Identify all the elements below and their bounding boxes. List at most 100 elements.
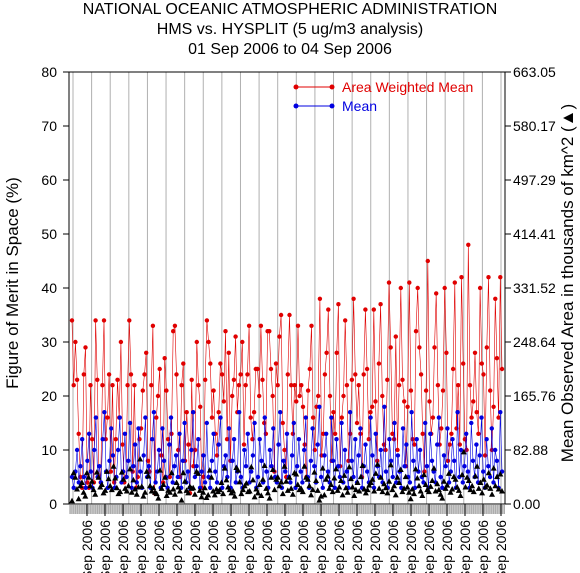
area-triangle-point xyxy=(479,489,486,496)
area-triangle-point xyxy=(108,486,115,493)
series-0-point xyxy=(238,372,243,377)
area-triangle-point xyxy=(331,474,338,481)
y-tick-label: 50 xyxy=(41,226,57,242)
series-0-point xyxy=(300,404,306,409)
area-triangle-point xyxy=(88,478,95,484)
area-triangle-point xyxy=(299,488,306,495)
area-triangle-point xyxy=(352,486,359,493)
series-1-point xyxy=(86,431,92,436)
series-0-point xyxy=(498,275,503,280)
series-1-point xyxy=(216,442,221,447)
series-1-point xyxy=(494,458,500,463)
series-1-point xyxy=(100,437,105,442)
series-0-point xyxy=(83,345,88,350)
area-triangle-point xyxy=(467,486,474,493)
series-1-point xyxy=(85,458,90,463)
area-triangle-point xyxy=(240,486,247,493)
area-triangle-point xyxy=(417,487,424,494)
x-tick-label: Sep 2006 xyxy=(457,520,473,573)
series-0-point xyxy=(317,296,323,301)
series-1-point xyxy=(336,464,341,469)
series-1-point xyxy=(315,442,320,447)
area-triangle-point xyxy=(430,465,437,471)
y2-tick-label: 165.76 xyxy=(513,388,556,404)
series-0-point xyxy=(223,329,228,334)
series-1-point xyxy=(201,453,206,458)
area-triangle-point xyxy=(195,470,202,476)
series-0-point xyxy=(289,383,294,388)
area-triangle-point xyxy=(284,487,291,493)
series-0-point xyxy=(81,372,87,377)
area-triangle-point xyxy=(449,486,456,492)
series-0-point xyxy=(427,399,432,404)
series-0-point xyxy=(354,420,360,426)
series-1-point xyxy=(486,464,491,469)
series-1-point xyxy=(213,469,218,474)
series-0-point xyxy=(452,280,457,285)
series-1-point xyxy=(141,453,146,458)
series-1-point xyxy=(465,469,471,474)
series-1-point xyxy=(71,485,76,490)
series-0-point xyxy=(287,312,292,318)
area-triangle-point xyxy=(253,486,260,492)
area-triangle-point xyxy=(442,485,449,491)
series-1-point xyxy=(262,415,267,420)
series-0-point xyxy=(164,388,169,393)
area-triangle-point xyxy=(499,487,505,494)
area-triangle-point xyxy=(73,486,80,492)
area-triangle-point xyxy=(319,465,326,471)
series-1-point xyxy=(122,431,128,436)
series-1-point xyxy=(334,437,339,442)
series-0-point xyxy=(356,383,361,388)
area-triangle-point xyxy=(472,472,479,479)
series-0-point xyxy=(69,318,75,323)
area-triangle-point xyxy=(176,487,183,494)
series-1-point xyxy=(92,447,97,453)
series-0-point xyxy=(285,372,290,377)
series-0-point xyxy=(165,437,171,442)
series-0-point xyxy=(435,383,441,388)
series-0-point xyxy=(488,388,493,393)
area-triangle-point xyxy=(128,489,135,495)
series-1-point xyxy=(301,447,307,453)
area-triangle-point xyxy=(206,467,213,473)
area-triangle-point xyxy=(155,495,162,501)
area-triangle-point xyxy=(218,479,225,485)
series-1-point xyxy=(238,474,244,480)
series-0-point xyxy=(491,404,496,409)
series-1-point xyxy=(489,426,494,431)
y-axis-left: 0 10 20 30 40 50 60 70 80 xyxy=(41,64,69,512)
series-0-point xyxy=(255,366,260,372)
series-0-point xyxy=(434,291,439,296)
area-triangle-point xyxy=(490,465,497,471)
x-axis-band xyxy=(69,505,505,514)
area-triangle-point xyxy=(80,489,87,495)
series-0-point xyxy=(309,323,314,328)
area-triangle-point xyxy=(166,489,173,495)
series-0-point xyxy=(150,323,156,328)
area-triangle-point xyxy=(85,474,92,480)
series-0-point xyxy=(307,366,312,372)
series-0-point xyxy=(74,377,80,382)
area-triangle-point xyxy=(181,478,188,484)
plot-frame xyxy=(68,71,506,505)
area-triangle-point xyxy=(200,489,207,495)
series-0-point xyxy=(231,377,237,382)
area-triangle-point xyxy=(407,495,414,502)
series-1-point xyxy=(458,447,464,453)
series-1-point xyxy=(498,410,503,415)
area-triangle-point xyxy=(487,485,494,491)
area-triangle-point xyxy=(173,479,180,485)
series-1-point xyxy=(168,415,174,420)
series-0-point xyxy=(278,312,284,318)
series-1-point xyxy=(363,442,368,447)
series-0-point xyxy=(108,469,114,474)
series-0-point xyxy=(260,377,265,382)
series-1-point xyxy=(284,431,290,436)
series-1-point xyxy=(424,464,430,469)
series-1-point xyxy=(132,442,138,447)
series-1-point xyxy=(351,474,356,480)
series-0-point xyxy=(417,345,422,350)
area-triangle-point xyxy=(130,476,137,483)
legend: Area Weighted Mean Mean xyxy=(293,79,473,114)
